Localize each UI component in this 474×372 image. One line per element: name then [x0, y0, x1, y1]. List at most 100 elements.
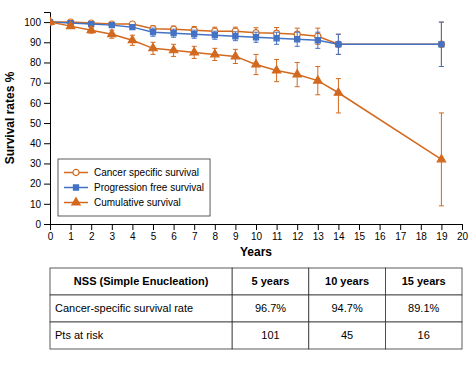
tick-label: 10	[30, 199, 42, 210]
point	[293, 70, 301, 77]
tick-mark	[153, 224, 154, 230]
tick: 6	[171, 224, 177, 242]
tick-label: 20	[457, 231, 469, 242]
error-bar	[109, 24, 114, 27]
point	[334, 88, 342, 95]
tick-label: 1	[68, 231, 74, 242]
tick-mark	[44, 123, 50, 124]
error-bar	[439, 22, 444, 66]
tick: 70	[30, 77, 50, 88]
table-text: Pts at risk	[55, 329, 104, 341]
tick-mark	[112, 224, 113, 230]
error-bar	[192, 30, 197, 38]
table-cell	[50, 295, 232, 322]
point	[438, 41, 444, 47]
tick-label: 40	[30, 138, 42, 149]
tick-label: 90	[30, 37, 42, 48]
tick-mark	[44, 204, 50, 205]
marks	[50, 17, 446, 206]
tick-mark	[44, 184, 50, 185]
table-cell	[309, 268, 386, 295]
point	[274, 36, 279, 41]
point	[233, 34, 238, 39]
legend-label: Cancer specific survival	[94, 167, 199, 178]
tick-label: 9	[233, 231, 239, 242]
tick-mark	[235, 224, 236, 230]
tick-mark	[215, 224, 216, 230]
tick-mark	[359, 224, 360, 230]
tick-mark	[44, 83, 50, 84]
point	[439, 42, 444, 47]
tick-mark	[44, 22, 50, 23]
tick: 0	[48, 224, 54, 242]
legend-entry: Progression free survival	[64, 182, 204, 193]
table-header: 10 years	[325, 275, 369, 287]
tick: 9	[233, 224, 239, 242]
table-text: 96.7%	[255, 302, 286, 314]
tick-label: 18	[416, 231, 428, 242]
point	[253, 35, 258, 40]
tick-label: 16	[375, 231, 387, 242]
tick-label: 0	[35, 219, 41, 230]
point	[171, 31, 176, 36]
table-header: 5 years	[252, 275, 290, 287]
point	[50, 17, 54, 24]
legend-entry: Cumulative survival	[64, 197, 181, 208]
point	[437, 155, 445, 162]
tick: 17	[395, 224, 407, 242]
error-bar	[295, 32, 300, 46]
tick-mark	[338, 224, 339, 230]
table-cell	[385, 322, 462, 349]
tick: 7	[192, 224, 198, 242]
table-cell	[309, 295, 386, 322]
point	[314, 76, 322, 83]
table-header: NSS (Simple Enucleation)	[74, 275, 209, 287]
tick-mark	[44, 163, 50, 164]
table-text: 45	[341, 329, 353, 341]
tick: 1	[68, 224, 74, 242]
tick-mark	[44, 224, 50, 225]
error-bar	[212, 31, 217, 39]
point	[272, 66, 280, 73]
legend-marker	[72, 198, 80, 205]
tick: 50	[30, 118, 50, 129]
tick-mark	[44, 143, 50, 144]
tick-label: 20	[30, 178, 42, 189]
point	[211, 50, 219, 57]
tick: 12	[292, 224, 304, 242]
point	[149, 44, 157, 51]
tick-label: 10	[251, 231, 263, 242]
legend-label: Progression free survival	[94, 182, 204, 193]
table-header: 15 years	[402, 275, 446, 287]
plot: 0123456789101112131415161718192001020304…	[3, 13, 468, 260]
table-cell	[385, 268, 462, 295]
tick: 20	[457, 224, 469, 242]
error-bar	[336, 34, 341, 54]
axis-line	[44, 13, 51, 225]
series	[50, 20, 444, 67]
tick-mark	[441, 224, 442, 230]
tick: 2	[89, 224, 95, 242]
tick: 0	[35, 219, 50, 230]
tick-mark	[174, 224, 175, 230]
tick: 16	[375, 224, 387, 242]
tick-label: 14	[333, 231, 345, 242]
tick-mark	[44, 42, 50, 43]
x-axis: 01234567891011121314151617181920	[48, 224, 469, 242]
y-axis: 0102030405060708090100	[24, 13, 50, 230]
point	[190, 48, 198, 55]
tick-mark	[132, 224, 133, 230]
error-bar	[254, 32, 259, 42]
point	[192, 32, 197, 37]
tick: 19	[436, 224, 448, 242]
point	[109, 21, 115, 27]
tick-mark	[71, 224, 72, 230]
line	[50, 22, 441, 159]
error-bar	[336, 34, 341, 54]
tick-mark	[256, 224, 257, 230]
tick: 13	[313, 224, 325, 242]
tick-mark	[421, 224, 422, 230]
tick-label: 4	[130, 231, 136, 242]
point	[169, 46, 177, 53]
tick-label: 12	[292, 231, 304, 242]
